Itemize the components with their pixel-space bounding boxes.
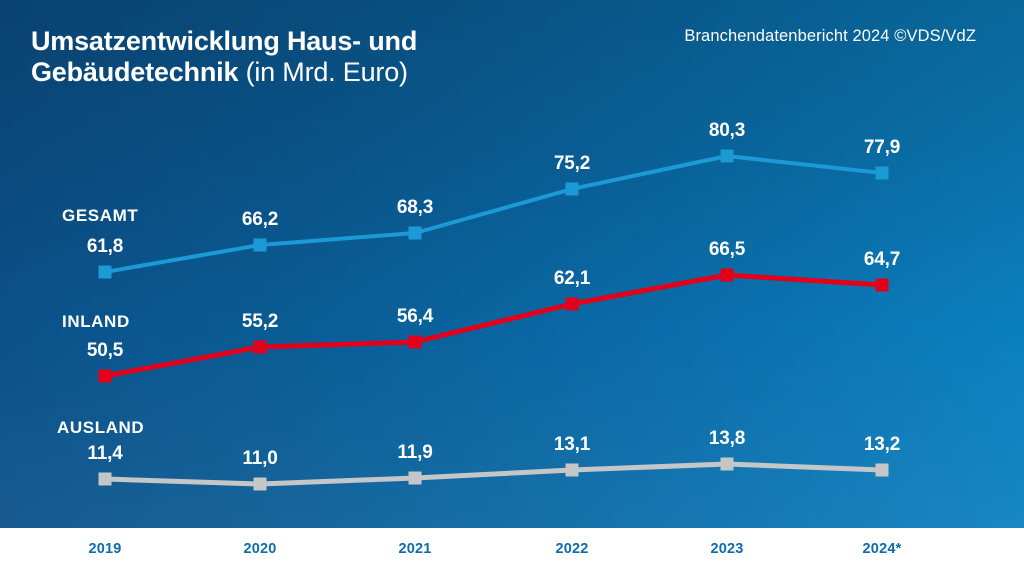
series-label-ausland: AUSLAND	[57, 418, 145, 437]
data-point-label: 55,2	[241, 311, 279, 332]
data-point-label: 64,7	[863, 249, 901, 270]
data-point-label: 13,2	[863, 434, 901, 455]
series-line-gesamt	[103, 154, 884, 274]
series-label-inland: INLAND	[62, 312, 130, 331]
line-chart: GESAMT 61,8 66,2 68,3 75,2 80,3 77,9 INLAND 50,5…	[57, 120, 901, 491]
x-axis-tick-2024star: 2024*	[862, 541, 902, 557]
data-point-marker	[875, 166, 889, 180]
page-title-bold-line2: Gebäudetechnik	[31, 57, 239, 87]
data-point-label: 11,0	[242, 448, 278, 469]
page-title-subtitle: (in Mrd. Euro)	[245, 57, 408, 87]
data-point-label: 11,9	[397, 442, 433, 463]
data-point-marker	[875, 463, 889, 477]
data-point-marker	[565, 182, 579, 196]
data-point-marker	[98, 369, 112, 383]
x-axis-tick-2022: 2022	[555, 541, 589, 557]
page-title-bold-line1: Umsatzentwicklung Haus- und	[31, 26, 418, 56]
chart-background-panel	[0, 0, 1024, 528]
series-label-gesamt: GESAMT	[62, 206, 139, 225]
x-axis-tick-2023: 2023	[710, 541, 744, 557]
chart-lines-svg	[102, 154, 885, 487]
data-point-label: 61,8	[86, 236, 124, 257]
data-point-label: 13,8	[708, 428, 746, 449]
data-point-label: 80,3	[708, 120, 746, 141]
data-point-label: 62,1	[553, 268, 591, 289]
x-axis-tick-2021: 2021	[398, 541, 432, 557]
data-point-marker	[720, 457, 734, 471]
data-point-marker	[408, 226, 422, 240]
data-point-marker	[720, 149, 734, 163]
data-point-label: 50,5	[86, 340, 124, 361]
data-point-marker	[98, 472, 112, 486]
x-axis: 2019 2020 2021 2022 2023 2024*	[0, 528, 1024, 576]
data-point-marker	[408, 335, 422, 349]
data-point-marker	[408, 471, 422, 485]
data-point-marker	[565, 463, 579, 477]
data-point-marker	[565, 297, 579, 311]
page-title: Umsatzentwicklung Haus- und Gebäudetechn…	[31, 26, 591, 88]
data-point-marker	[253, 238, 267, 252]
data-point-label: 77,9	[863, 137, 901, 158]
data-point-marker	[253, 477, 267, 491]
data-point-label: 13,1	[553, 434, 591, 455]
data-point-label: 68,3	[396, 197, 434, 218]
data-point-label: 75,2	[553, 153, 591, 174]
data-point-label: 66,2	[241, 209, 279, 230]
data-point-label: 11,4	[87, 443, 123, 464]
data-point-marker	[98, 265, 112, 279]
x-axis-tick-2019: 2019	[88, 541, 122, 557]
data-point-marker	[253, 340, 267, 354]
series-line-ausland	[102, 461, 885, 487]
series-line-inland	[102, 272, 885, 379]
data-point-label: 56,4	[396, 306, 434, 327]
data-point-marker	[720, 268, 734, 282]
source-attribution: Branchendatenbericht 2024 ©VDS/VdZ	[684, 27, 976, 45]
data-point-label: 66,5	[708, 239, 746, 260]
data-point-marker	[875, 278, 889, 292]
x-axis-tick-2020: 2020	[243, 541, 277, 557]
